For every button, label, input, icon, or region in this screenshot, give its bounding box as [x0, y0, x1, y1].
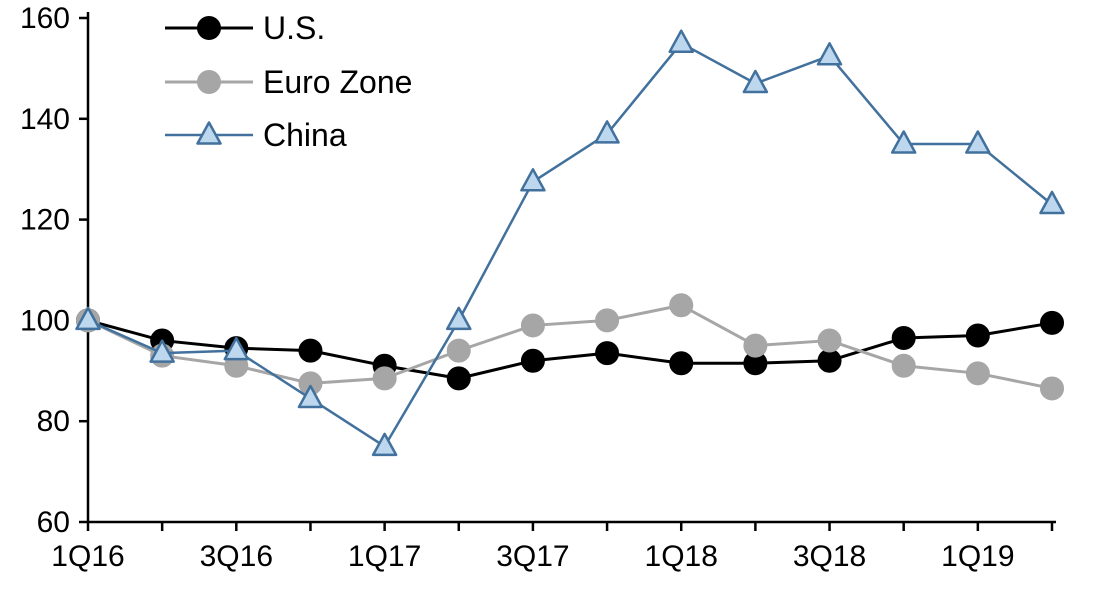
x-axis-tick-label: 1Q17	[348, 540, 421, 573]
x-axis-tick-label: 3Q17	[496, 540, 569, 573]
series-marker-1	[965, 361, 990, 386]
series-marker-1	[743, 333, 768, 358]
series-marker-1	[1040, 376, 1064, 401]
series-marker-1	[669, 293, 694, 318]
series-marker-0	[965, 323, 990, 348]
series-marker-0	[595, 341, 620, 366]
y-axis-tick-label: 140	[20, 103, 70, 136]
series-marker-2	[668, 29, 694, 53]
series-marker-0	[1040, 310, 1064, 335]
series-marker-2	[742, 69, 769, 94]
legend-marker-1	[197, 70, 221, 94]
legend-label-1: Euro Zone	[263, 64, 412, 100]
series-line-2	[87, 41, 1053, 448]
series-marker-2	[371, 432, 398, 457]
series-marker-0	[298, 338, 323, 363]
series-marker-1	[817, 328, 842, 353]
series-marker-1	[891, 353, 916, 378]
series-marker-0	[891, 326, 916, 351]
x-axis-tick-label: 1Q18	[645, 540, 718, 573]
series-marker-2	[223, 336, 250, 361]
y-axis-tick-label: 80	[37, 405, 70, 438]
series-marker-2	[965, 130, 991, 154]
series-marker-0	[520, 348, 545, 373]
legend-label-0: U.S.	[263, 10, 325, 46]
x-axis-tick-label: 3Q16	[200, 540, 273, 573]
x-axis-tick-label: 3Q18	[793, 540, 866, 573]
series-marker-2	[149, 339, 175, 363]
series-marker-2	[520, 168, 546, 192]
series-line-1	[87, 303, 1053, 390]
series-marker-2	[816, 42, 843, 66]
x-axis-tick-label: 1Q16	[51, 540, 124, 573]
series-marker-0	[817, 348, 842, 373]
series-marker-2	[446, 306, 472, 331]
legend-label-2: China	[263, 117, 347, 153]
legend-marker-2	[196, 121, 222, 145]
series-marker-2	[594, 120, 620, 144]
legend-marker-0	[197, 16, 221, 40]
series-marker-2	[1039, 190, 1065, 215]
series-marker-2	[75, 306, 101, 331]
series-marker-1	[520, 313, 545, 338]
x-axis-tick-label: 1Q19	[941, 540, 1014, 573]
y-axis-tick-label: 60	[37, 506, 70, 539]
series-marker-2	[297, 384, 324, 409]
series-marker-0	[669, 351, 694, 376]
series-marker-1	[372, 366, 397, 391]
series-marker-1	[446, 338, 471, 363]
y-axis-tick-label: 100	[20, 304, 70, 337]
series-marker-2	[890, 130, 917, 154]
y-axis-tick-label: 120	[20, 204, 70, 237]
y-axis-tick-label: 160	[20, 2, 70, 35]
series-line-0	[87, 318, 1053, 380]
series-marker-0	[446, 366, 471, 391]
series-marker-1	[595, 308, 620, 333]
